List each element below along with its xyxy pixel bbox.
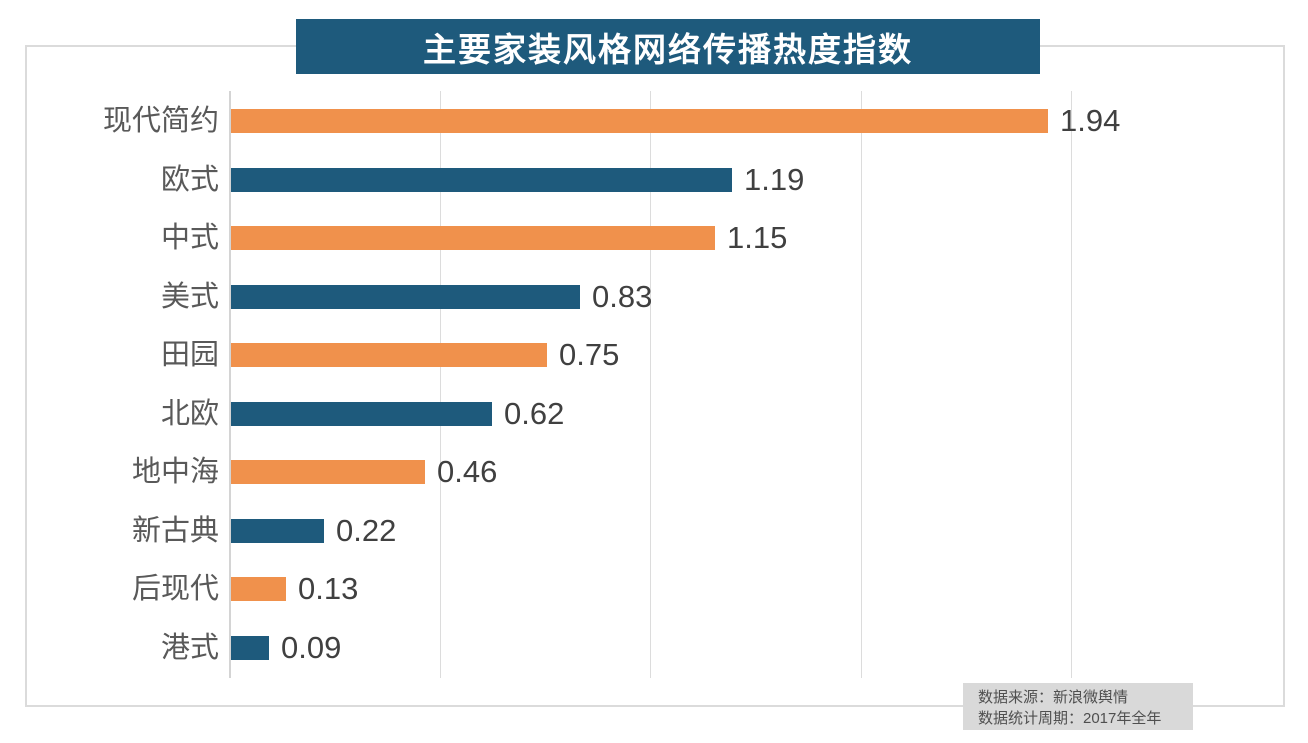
category-label: 港式 — [160, 631, 219, 664]
chart-title: 主要家装风格网络传播热度指数 — [423, 30, 913, 68]
category-label: 中式 — [160, 222, 219, 254]
value-label: 1.94 — [1060, 103, 1121, 138]
value-label: 0.83 — [592, 278, 653, 314]
value-label: 0.09 — [281, 629, 342, 665]
bar — [231, 577, 286, 601]
gridline — [650, 91, 651, 678]
gridline — [439, 91, 441, 678]
category-label: 美式 — [160, 280, 219, 313]
source-line-1: 数据来源：新浪微舆情 — [978, 689, 1129, 706]
bar — [231, 226, 715, 250]
category-label: 新古典 — [131, 514, 219, 547]
value-label: 1.19 — [744, 161, 805, 197]
bar — [231, 284, 580, 309]
gridline — [860, 91, 862, 678]
bar — [231, 518, 324, 543]
bar — [231, 343, 547, 367]
value-label: 0.13 — [298, 571, 359, 606]
category-label: 后现代 — [131, 573, 219, 605]
category-label: 地中海 — [131, 456, 219, 488]
category-label: 田园 — [160, 339, 219, 371]
bar — [231, 635, 269, 660]
source-note: 数据来源：新浪微舆情 数据统计周期：2017年全年 — [963, 683, 1193, 730]
category-label: 欧式 — [160, 163, 219, 196]
source-line-2: 数据统计周期：2017年全年 — [978, 710, 1162, 727]
bar — [231, 460, 425, 484]
plot-area: 现代简约 1.94 欧式 1.19 中式 1.15 美式 0.83 田园 0.75 北欧 0.62 地中… — [25, 45, 1285, 707]
value-label: 0.46 — [437, 454, 498, 489]
category-axis-line — [229, 91, 231, 678]
category-label: 北欧 — [160, 397, 219, 430]
value-label: 0.75 — [559, 337, 620, 372]
category-label: 现代简约 — [102, 105, 219, 137]
bar — [231, 401, 492, 426]
bar — [231, 109, 1048, 133]
gridline — [1071, 91, 1072, 678]
value-label: 0.62 — [504, 395, 565, 431]
bar — [231, 167, 732, 192]
value-label: 1.15 — [727, 220, 788, 255]
value-label: 0.22 — [336, 512, 397, 548]
chart-title-banner: 主要家装风格网络传播热度指数 — [296, 19, 1040, 74]
